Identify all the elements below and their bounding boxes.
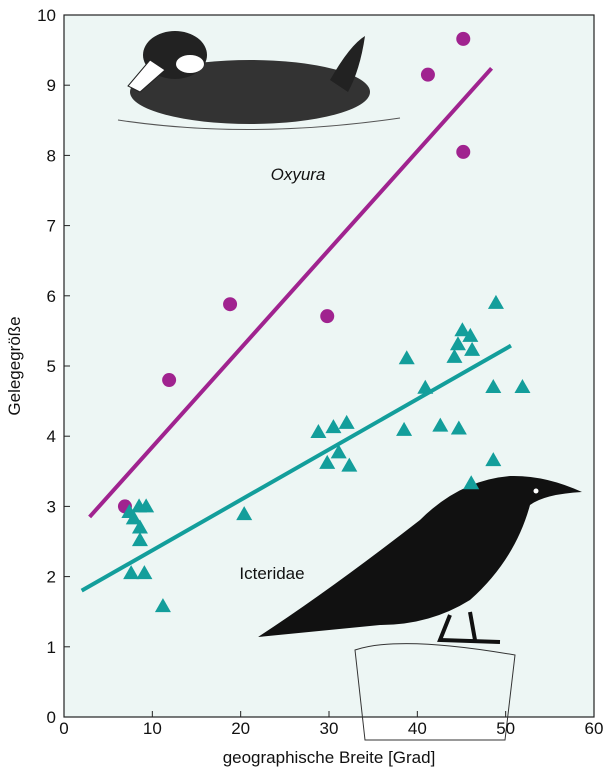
y-tick-label: 2	[47, 568, 56, 587]
y-tick-label: 8	[47, 146, 56, 165]
x-tick-label: 60	[585, 719, 604, 738]
y-tick-label: 9	[47, 76, 56, 95]
page: Gelegegröße geographische Breite [Grad] …	[0, 0, 612, 777]
point	[162, 373, 176, 387]
point	[456, 32, 470, 46]
x-tick-label: 40	[408, 719, 427, 738]
y-tick-label: 1	[47, 638, 56, 657]
x-tick-label: 50	[496, 719, 515, 738]
y-tick-label: 0	[47, 708, 56, 727]
x-axis-label: geographische Breite [Grad]	[223, 748, 436, 767]
x-tick-label: 30	[320, 719, 339, 738]
point	[223, 297, 237, 311]
x-tick-label: 0	[59, 719, 68, 738]
point	[456, 145, 470, 159]
y-tick-label: 10	[37, 6, 56, 25]
y-axis-label: Gelegegröße	[5, 316, 24, 415]
chart: Gelegegröße geographische Breite [Grad] …	[0, 0, 612, 772]
annotation: Icteridae	[239, 564, 304, 583]
y-tick-label: 7	[47, 217, 56, 236]
point	[421, 68, 435, 82]
y-tick-label: 4	[47, 427, 56, 446]
point	[320, 309, 334, 323]
y-tick-label: 5	[47, 357, 56, 376]
x-tick-label: 10	[143, 719, 162, 738]
annotation: Oxyura	[271, 165, 326, 184]
x-tick-label: 20	[231, 719, 250, 738]
y-tick-label: 6	[47, 287, 56, 306]
y-tick-label: 3	[47, 497, 56, 516]
